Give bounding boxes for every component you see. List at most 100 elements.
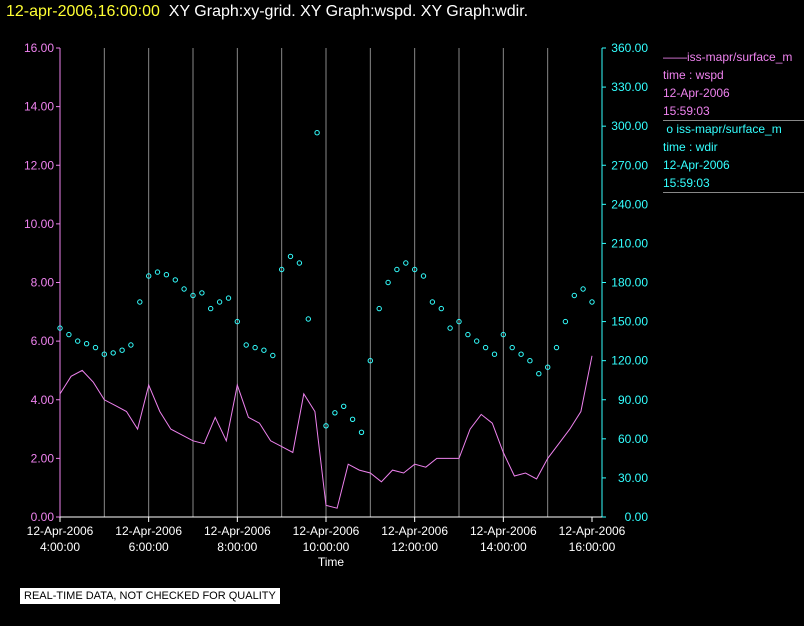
wdir-point — [314, 130, 320, 136]
wdir-point — [83, 341, 90, 347]
x-tick-date: 12-Apr-2006 — [381, 524, 448, 538]
legend-divider — [663, 192, 804, 193]
x-tick-date: 12-Apr-2006 — [27, 524, 94, 538]
left-tick-label: 16.00 — [24, 41, 54, 55]
wdir-point — [332, 410, 338, 416]
wdir-point — [57, 325, 63, 331]
wdir-point — [482, 344, 489, 351]
wdir-point — [128, 342, 134, 348]
x-tick-time: 4:00:00 — [40, 540, 80, 554]
title-graph-list: XY Graph:xy-grid. XY Graph:wspd. XY Grap… — [168, 3, 529, 20]
x-tick-time: 6:00:00 — [129, 540, 169, 554]
left-tick-label: 2.00 — [31, 451, 55, 465]
right-tick-label: 180.00 — [611, 276, 648, 290]
wdir-point — [66, 331, 72, 338]
wdir-point — [279, 266, 285, 273]
left-tick-label: 0.00 — [31, 510, 55, 524]
right-tick-label: 120.00 — [611, 354, 648, 368]
wdir-point — [225, 295, 232, 301]
wdir-point — [509, 344, 515, 351]
wdir-point — [190, 292, 196, 299]
chart-axes — [59, 48, 603, 518]
right-tick-label: 150.00 — [611, 315, 648, 329]
right-axis-ticks: 0.00 30.00 60.00 90.00 120.00 150.00 180.00 210… — [602, 41, 648, 524]
left-tick-label: 14.00 — [24, 100, 54, 114]
right-tick-label: 90.00 — [618, 393, 648, 407]
wdir-point — [474, 338, 480, 344]
wdir-point — [571, 292, 577, 299]
right-tick-label: 210.00 — [611, 236, 648, 250]
x-tick-time: 14:00:00 — [480, 540, 527, 554]
legend-divider — [663, 120, 804, 121]
legend-wdir-variable: time : wdir — [663, 140, 718, 154]
x-tick-date: 12-Apr-2006 — [470, 524, 537, 538]
wdir-point — [394, 266, 400, 273]
x-axis-ticks: 12-Apr-2006 4:00:00 12-Apr-2006 6:00:00 12-A… — [27, 517, 626, 554]
wdir-point — [181, 286, 187, 292]
wdir-point — [323, 423, 329, 429]
x-tick-date: 12-Apr-2006 — [204, 524, 271, 538]
wdir-point — [385, 279, 391, 286]
wdir-point — [172, 277, 179, 283]
vertical-grid — [103, 48, 549, 517]
wdir-point — [243, 342, 249, 348]
x-tick-date: 12-Apr-2006 — [559, 524, 626, 538]
wdir-point — [349, 416, 356, 422]
right-tick-label: 240.00 — [611, 197, 648, 211]
wdir-point — [412, 266, 418, 273]
left-tick-label: 4.00 — [31, 393, 55, 407]
right-tick-label: 360.00 — [611, 41, 648, 55]
legend-wdir: o iss-mapr/surface_m time : wdir 12-Apr-… — [663, 120, 804, 192]
legend-wspd-variable: time : wspd — [663, 68, 724, 82]
wdir-point — [420, 273, 427, 279]
wdir-point — [270, 352, 276, 359]
wdir-point — [562, 318, 569, 325]
wdir-point — [199, 290, 205, 296]
wdir-point — [536, 371, 542, 377]
wdir-point — [163, 272, 170, 278]
quality-warning-label: REAL-TIME DATA, NOT CHECKED FOR QUALITY — [20, 588, 280, 604]
wdir-point — [101, 351, 108, 357]
legend-wspd: ——iss-mapr/surface_m time : wspd 12-Apr-… — [663, 48, 804, 120]
wdir-point — [527, 358, 533, 364]
wdir-point — [75, 338, 81, 344]
chart-title: 12-apr-2006,16:00:00 XY Graph:xy-grid. X… — [6, 2, 528, 22]
wdir-point — [429, 299, 436, 305]
title-timestamp: 12-apr-2006,16:00:00 — [6, 3, 160, 20]
legend-wspd-time: 15:59:03 — [663, 104, 710, 118]
legend-wdir-time: 15:59:03 — [663, 176, 710, 190]
right-tick-label: 0.00 — [625, 510, 649, 524]
wdir-point — [305, 316, 311, 322]
legend-wdir-date: 12-Apr-2006 — [663, 158, 730, 172]
wdir-point — [500, 331, 506, 338]
wdir-point — [234, 318, 241, 325]
right-tick-label: 270.00 — [611, 158, 648, 172]
wdir-point — [287, 253, 294, 260]
wdir-point — [456, 318, 462, 325]
x-tick-time: 16:00:00 — [569, 540, 616, 554]
x-axis-label: Time — [318, 555, 345, 569]
right-tick-label: 300.00 — [611, 119, 648, 133]
wdir-point — [208, 305, 214, 312]
wdir-point — [580, 286, 586, 292]
x-tick-date: 12-Apr-2006 — [293, 524, 360, 538]
left-tick-label: 10.00 — [24, 217, 54, 231]
x-tick-time: 10:00:00 — [303, 540, 350, 554]
wdir-point — [92, 344, 99, 351]
left-tick-label: 8.00 — [31, 276, 55, 290]
wspd-series-line — [59, 355, 593, 509]
wdir-point — [216, 299, 223, 305]
wdir-point — [545, 364, 551, 370]
wdir-point — [589, 299, 595, 305]
left-tick-label: 6.00 — [31, 334, 55, 348]
wdir-point — [261, 347, 267, 353]
wdir-point — [296, 260, 303, 266]
wdir-point — [518, 351, 524, 357]
x-tick-time: 8:00:00 — [217, 540, 257, 554]
wdir-point — [252, 344, 258, 351]
right-tick-label: 30.00 — [618, 471, 648, 485]
legend-wspd-date: 12-Apr-2006 — [663, 86, 730, 100]
wdir-point — [447, 325, 453, 331]
wdir-point — [119, 347, 125, 353]
wdir-point — [465, 331, 471, 338]
